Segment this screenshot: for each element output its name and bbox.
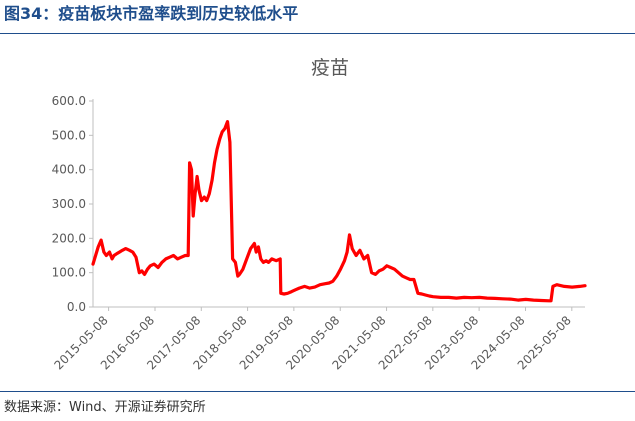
chart-title: 疫苗	[311, 57, 349, 79]
y-tick-label: 300.0	[52, 197, 86, 211]
top-divider	[0, 33, 635, 34]
series-line	[91, 119, 587, 303]
y-tick-label: 600.0	[52, 94, 86, 108]
line-chart: 疫苗 0.0 100.0 200.0 300.0 400.0 500.0 600.0 201…	[51, 57, 587, 372]
y-tick-label: 500.0	[52, 128, 86, 142]
y-axis: 0.0 100.0 200.0 300.0 400.0 500.0 600.0	[52, 94, 94, 314]
y-tick-label: 100.0	[52, 266, 86, 280]
series-layer	[91, 119, 587, 303]
source-note: 数据来源：Wind、开源证券研究所	[4, 400, 206, 415]
y-tick-label: 200.0	[52, 231, 86, 245]
figure-title: 图34：疫苗板块市盈率跌到历史较低水平	[4, 4, 299, 23]
y-tick-label: 400.0	[52, 163, 86, 177]
y-tick-label: 0.0	[67, 300, 86, 314]
x-axis: 2015-05-082016-05-082017-05-082018-05-08…	[51, 306, 585, 372]
bottom-divider	[0, 391, 635, 392]
